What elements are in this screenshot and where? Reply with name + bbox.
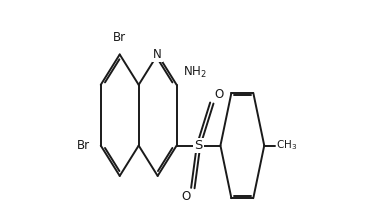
Text: S: S — [194, 139, 203, 152]
Text: N: N — [153, 48, 162, 61]
Text: Br: Br — [113, 31, 126, 44]
Text: CH$_3$: CH$_3$ — [276, 139, 297, 152]
Text: O: O — [181, 190, 191, 203]
Text: Br: Br — [77, 139, 90, 152]
Text: NH$_2$: NH$_2$ — [182, 65, 206, 80]
Text: O: O — [214, 88, 223, 101]
